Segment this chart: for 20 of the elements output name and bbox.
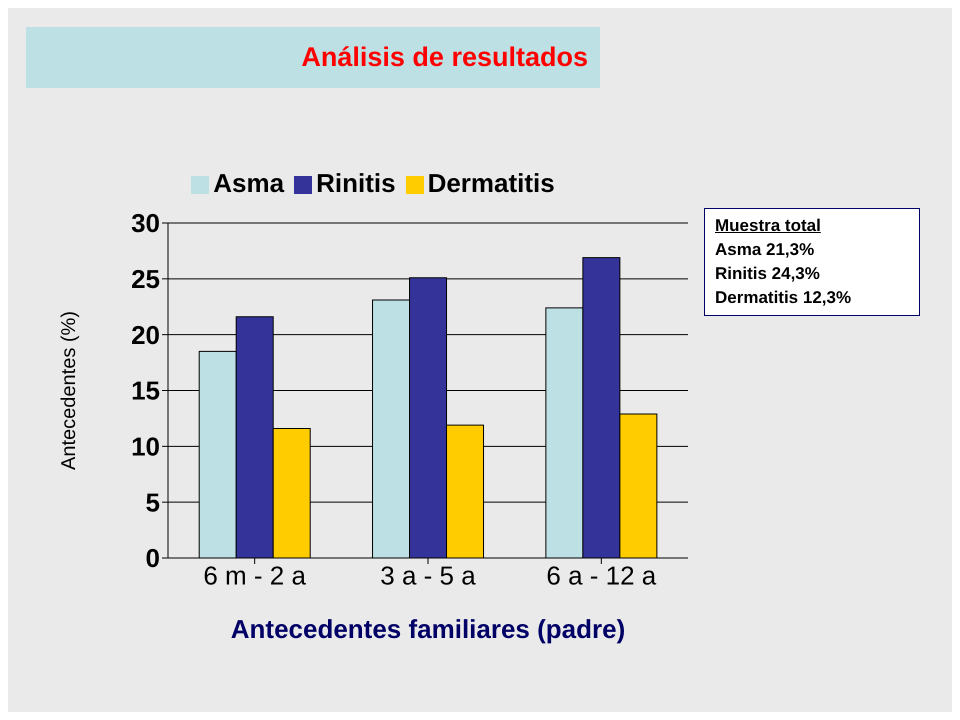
y-tick-label: 30 — [131, 208, 160, 238]
legend-label: Asma — [213, 168, 284, 198]
y-tick-label: 10 — [131, 432, 160, 462]
text: Rinitis 24,3% — [715, 263, 821, 285]
x-tick-label: 3 a - 5 a — [380, 560, 476, 590]
y-tick-label: 0 — [146, 543, 160, 574]
y-tick-label: 5 — [146, 487, 160, 518]
x-tick-label: 6 a - 12 a — [546, 560, 657, 590]
x-axis-title: Antecedentes familiares (padre) — [230, 614, 626, 644]
y-tick-label: 20 — [131, 320, 160, 350]
text: Dermatitis 12,3% — [715, 287, 852, 309]
legend-label: Dermatitis — [428, 168, 555, 198]
y-axis-title: Antecedentes (%) — [58, 311, 80, 470]
legend-label: Rinitis — [316, 168, 396, 198]
text: Muestra total — [715, 215, 822, 237]
y-tick-label: 25 — [131, 264, 160, 294]
x-tick-label: 6 m - 2 a — [203, 560, 306, 590]
text: Asma 21,3% — [715, 239, 816, 261]
chart-title: Análisis de resultados — [301, 42, 588, 73]
y-tick-label: 15 — [131, 376, 160, 406]
